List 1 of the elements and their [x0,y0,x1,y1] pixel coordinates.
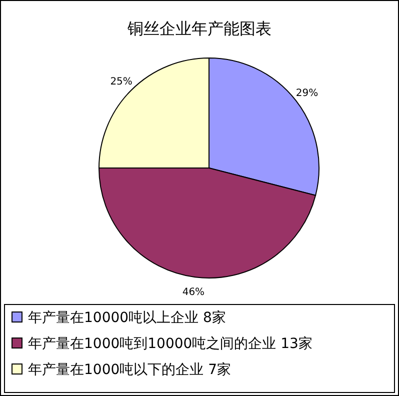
title: 铜丝企业年产能图表 [128,19,272,38]
